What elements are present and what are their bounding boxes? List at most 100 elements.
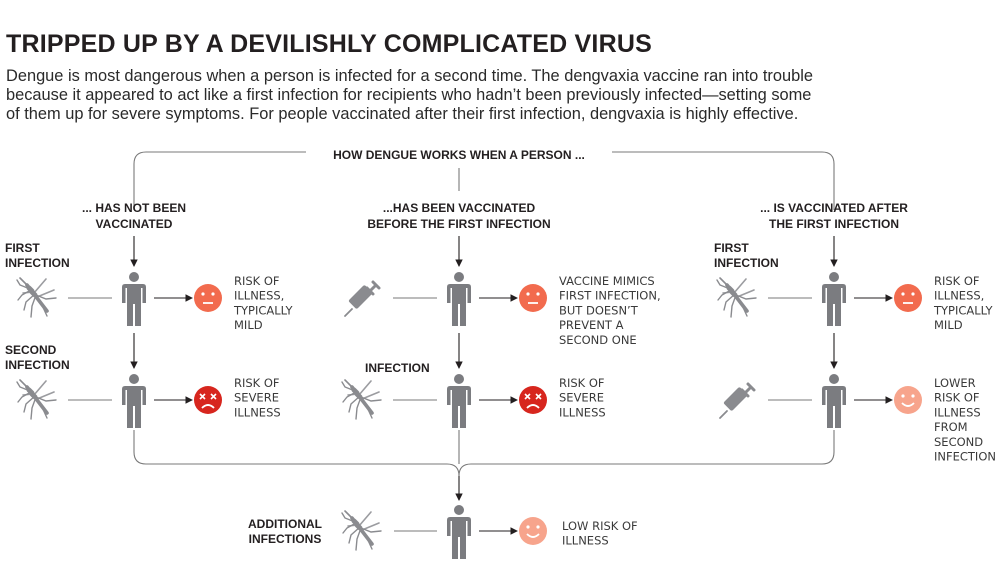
face-mouth [526, 533, 540, 538]
person-icon [822, 374, 846, 428]
mosquito-icon [17, 380, 56, 419]
row-label: SECOND INFECTION [5, 343, 70, 372]
outcome-text-line: SECOND [934, 435, 983, 449]
outcome-text-line: RISK OF [234, 274, 280, 288]
row-label-line: INFECTION [714, 256, 779, 270]
face-circle [894, 284, 922, 312]
outcome-text-line: ILLNESS [559, 405, 606, 419]
face-circle [519, 284, 547, 312]
mosquito-icon [342, 511, 381, 550]
row-label: FIRST INFECTION [5, 241, 70, 270]
final-label-line: INFECTIONS [249, 532, 322, 546]
mosquito-icon [342, 380, 381, 419]
header-label-line: HOW DENGUE WORKS WHEN A PERSON ... [333, 148, 585, 162]
face-circle [519, 517, 547, 545]
outcome-text: LOWER RISK OF ILLNESS FROM SECOND INFECTION [934, 376, 996, 464]
outcome-text-line: TYPICALLY [233, 303, 294, 317]
final-outcome-line: LOW RISK OF [562, 519, 638, 533]
outcome-text-line: RISK OF [559, 376, 605, 390]
face-eyes [524, 393, 542, 400]
outcome-text-line: ILLNESS [934, 405, 981, 419]
column-heading: ... IS VACCINATED AFTER THE FIRST INFECTI… [760, 201, 908, 231]
face-eye [901, 292, 905, 296]
merge-right [458, 430, 835, 477]
face-eye [201, 292, 205, 296]
row-label-line: SECOND [5, 343, 57, 357]
column-heading-line: BEFORE THE FIRST INFECTION [367, 217, 550, 231]
face-eye [901, 394, 905, 398]
column-heading-line: THE FIRST INFECTION [769, 217, 899, 231]
page-title: TRIPPED UP BY A DEVILISHLY COMPLICATED V… [6, 30, 652, 58]
row-label-line: FIRST [714, 241, 749, 255]
connector-lines [68, 151, 893, 535]
column-heading: ... HAS NOT BEEN VACCINATED [82, 201, 186, 231]
outcome-text-line: MILD [934, 318, 963, 332]
header-label: HOW DENGUE WORKS WHEN A PERSON ... [333, 148, 585, 162]
final-label-line: ADDITIONAL [248, 517, 322, 531]
outcome-text-line: SEVERE [559, 391, 604, 405]
happy-face-icon [894, 386, 922, 414]
face-eye [911, 394, 915, 398]
face-circle [519, 386, 547, 414]
face-mouth [526, 404, 540, 409]
person-icon [447, 505, 471, 559]
outcome-text-line: LOWER [934, 376, 976, 390]
neutral-face-icon [194, 284, 222, 312]
outcome-text-line: INFECTION [934, 450, 996, 464]
column-heading: ...HAS BEEN VACCINATED BEFORE THE FIRST I… [367, 201, 550, 231]
syringe-icon [718, 382, 756, 420]
outcome-text-line: RISK OF [934, 391, 980, 405]
column-heading-line: ... HAS NOT BEEN [82, 201, 186, 215]
syringe-icon [343, 280, 381, 318]
face-mouth [901, 402, 915, 407]
outcome-text: RISK OF ILLNESS, TYPICALLY MILD [933, 274, 994, 332]
mosquito-icon [717, 278, 756, 317]
face-eye [911, 292, 915, 296]
person-icon [122, 272, 146, 326]
outcome-text-line: BUT DOESN’T [559, 303, 639, 317]
row-label-line: INFECTION [5, 358, 70, 372]
row-label-line: INFECTION [365, 361, 430, 375]
intro-line: because it appeared to act like a first … [6, 86, 812, 104]
outcome-text-line: FIRST INFECTION, [559, 289, 661, 303]
row-label: FIRST INFECTION [714, 241, 779, 270]
outcome-text-line: MILD [234, 318, 263, 332]
outcome-text-line: FROM [934, 420, 968, 434]
outcome-text-line: SEVERE [234, 391, 279, 405]
face-circle [894, 386, 922, 414]
outcome-text-line: VACCINE MIMICS [559, 274, 655, 288]
face-eye [536, 292, 540, 296]
sad-face-icon [519, 386, 547, 414]
row-label-line: INFECTION [5, 256, 70, 270]
outcome-text-line: TYPICALLY [933, 303, 994, 317]
outcome-text-line: ILLNESS, [234, 289, 284, 303]
face-circle [194, 284, 222, 312]
person-icon [122, 374, 146, 428]
outcome-text: VACCINE MIMICS FIRST INFECTION, BUT DOESN’… [559, 274, 661, 347]
outcome-text: RISK OF SEVERE ILLNESS [234, 376, 281, 419]
intro-text: Dengue is most dangerous when a person i… [6, 67, 1006, 124]
face-eyes [199, 393, 217, 400]
face-eye [526, 525, 530, 529]
diagram-nodes: HOW DENGUE WORKS WHEN A PERSON ... ... HA… [5, 148, 996, 559]
final-outcome: LOW RISK OF ILLNESS [562, 519, 638, 548]
column-heading-line: ... IS VACCINATED AFTER [760, 201, 908, 215]
person-icon [822, 272, 846, 326]
mosquito-icon [17, 278, 56, 317]
face-eye [526, 292, 530, 296]
neutral-face-icon [894, 284, 922, 312]
outcome-text-line: RISK OF [234, 376, 280, 390]
outcome-text-line: SECOND ONE [559, 333, 637, 347]
outcome-text-line: PREVENT A [559, 318, 624, 332]
row-label: INFECTION [365, 361, 430, 375]
person-icon [447, 272, 471, 326]
neutral-face-icon [519, 284, 547, 312]
intro-line: Dengue is most dangerous when a person i… [6, 67, 813, 85]
column-heading-line: ...HAS BEEN VACCINATED [383, 201, 536, 215]
outcome-text-line: ILLNESS [234, 405, 281, 419]
header-bracket-right [612, 151, 835, 210]
outcome-text: RISK OF ILLNESS, TYPICALLY MILD [233, 274, 294, 332]
face-eye [536, 525, 540, 529]
column-heading-line: VACCINATED [96, 217, 173, 231]
